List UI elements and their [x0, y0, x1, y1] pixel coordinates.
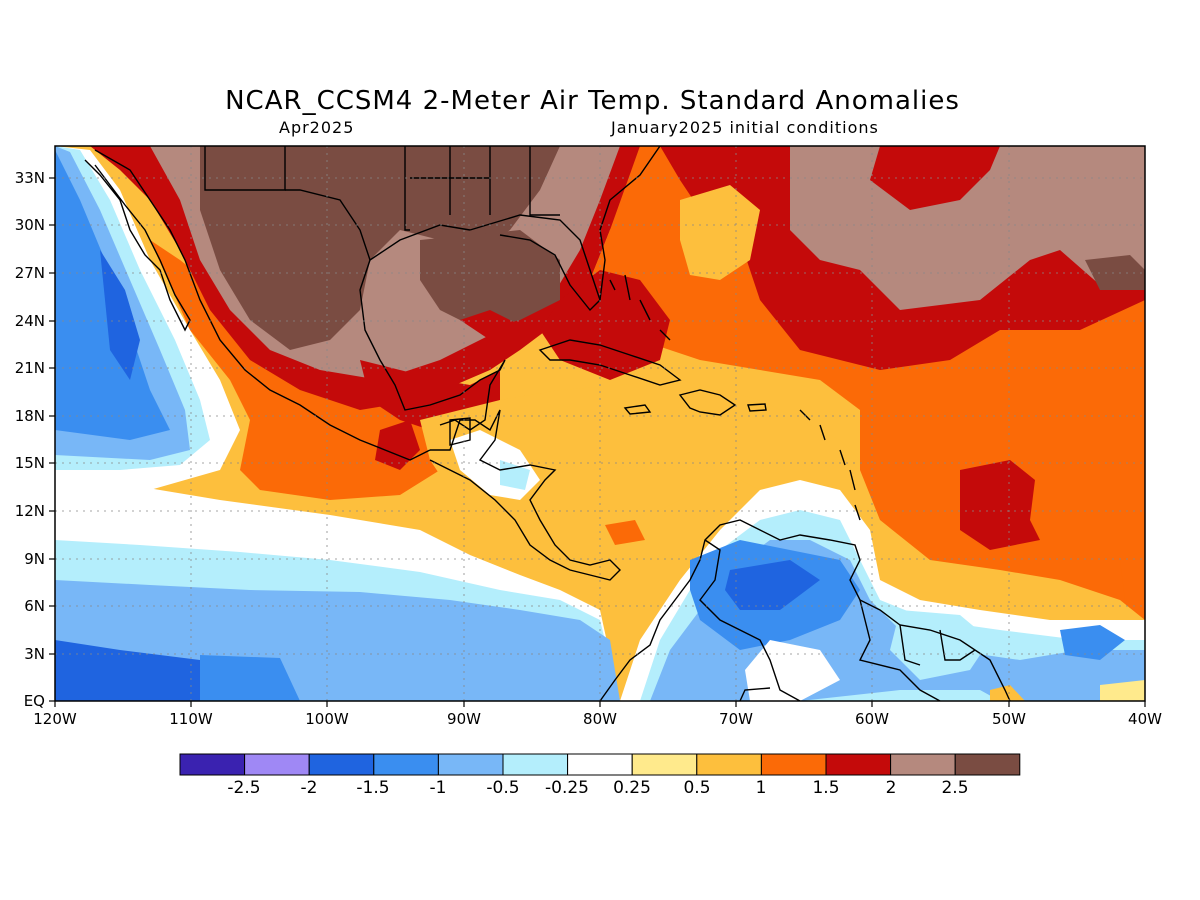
colorbar-label: 1: [756, 778, 767, 798]
map-title: NCAR_CCSM4 2-Meter Air Temp. Standard An…: [225, 86, 960, 116]
colorbar-swatch: [954, 753, 1021, 776]
colorbar-swatch: [760, 753, 827, 776]
colorbar-swatch: [179, 753, 246, 776]
lat-label: 12N: [15, 502, 45, 520]
lat-label: 27N: [15, 264, 45, 282]
colorbar-label: -2: [301, 778, 318, 798]
colorbar-swatch: [567, 753, 633, 776]
colorbar-label: -0.5: [486, 778, 519, 798]
lat-label: 21N: [15, 359, 45, 377]
colorbar-labels: -2.5 -2 -1.5 -1 -0.5 -0.25 0.25 0.5 1 1.…: [227, 778, 968, 798]
colorbar-label: -1.5: [356, 778, 389, 798]
lon-label: 100W: [305, 710, 349, 728]
lat-label: 18N: [15, 407, 45, 425]
colorbar-label: 0.25: [613, 778, 651, 798]
lon-label: 70W: [719, 710, 753, 728]
lat-tick-marks: [49, 177, 55, 702]
coastlines: [84, 146, 1011, 701]
colorbar-swatch: [825, 753, 892, 776]
lat-tick-labels: EQ 3N 6N 9N 12N 15N 18N 21N 24N 27N 30N …: [15, 169, 45, 710]
lon-tick-marks: [54, 701, 1146, 707]
lat-label: 3N: [24, 645, 45, 663]
colorbar-label: -1: [430, 778, 447, 798]
lon-label: 110W: [169, 710, 213, 728]
lat-label: 9N: [24, 550, 45, 568]
lat-label: 30N: [15, 216, 45, 234]
lat-label: 6N: [24, 597, 45, 615]
lat-label: EQ: [24, 692, 45, 710]
colorbar-label: 2: [886, 778, 897, 798]
colorbar-swatch: [502, 753, 569, 776]
forecast-month: Apr2025: [279, 118, 355, 137]
lon-label: 120W: [33, 710, 77, 728]
colorbar-swatch: [890, 753, 956, 776]
lat-label: 15N: [15, 454, 45, 472]
colorbar-swatch: [308, 753, 375, 776]
colorbar-label: -0.25: [545, 778, 589, 798]
lon-label: 50W: [992, 710, 1026, 728]
initial-conditions: January2025 initial conditions: [611, 118, 879, 137]
colorbar-label: 0.5: [683, 778, 710, 798]
lon-tick-labels: 120W 110W 100W 90W 80W 70W 60W 50W 40W: [33, 710, 1162, 728]
graticule: [55, 146, 1145, 701]
colorbar-swatch: [696, 753, 762, 776]
lat-label: 33N: [15, 169, 45, 187]
lat-label: 24N: [15, 312, 45, 330]
colorbar: [179, 753, 1021, 776]
colorbar-swatch: [373, 753, 439, 776]
anomaly-field: [55, 146, 1145, 701]
colorbar-swatch: [631, 753, 698, 776]
colorbar-swatch: [437, 753, 504, 776]
lon-label: 80W: [583, 710, 617, 728]
lon-label: 60W: [855, 710, 889, 728]
colorbar-label: 2.5: [941, 778, 968, 798]
lon-label: 90W: [447, 710, 481, 728]
lon-label: 40W: [1128, 710, 1162, 728]
colorbar-label: -2.5: [227, 778, 260, 798]
colorbar-swatch: [244, 753, 310, 776]
colorbar-label: 1.5: [812, 778, 839, 798]
